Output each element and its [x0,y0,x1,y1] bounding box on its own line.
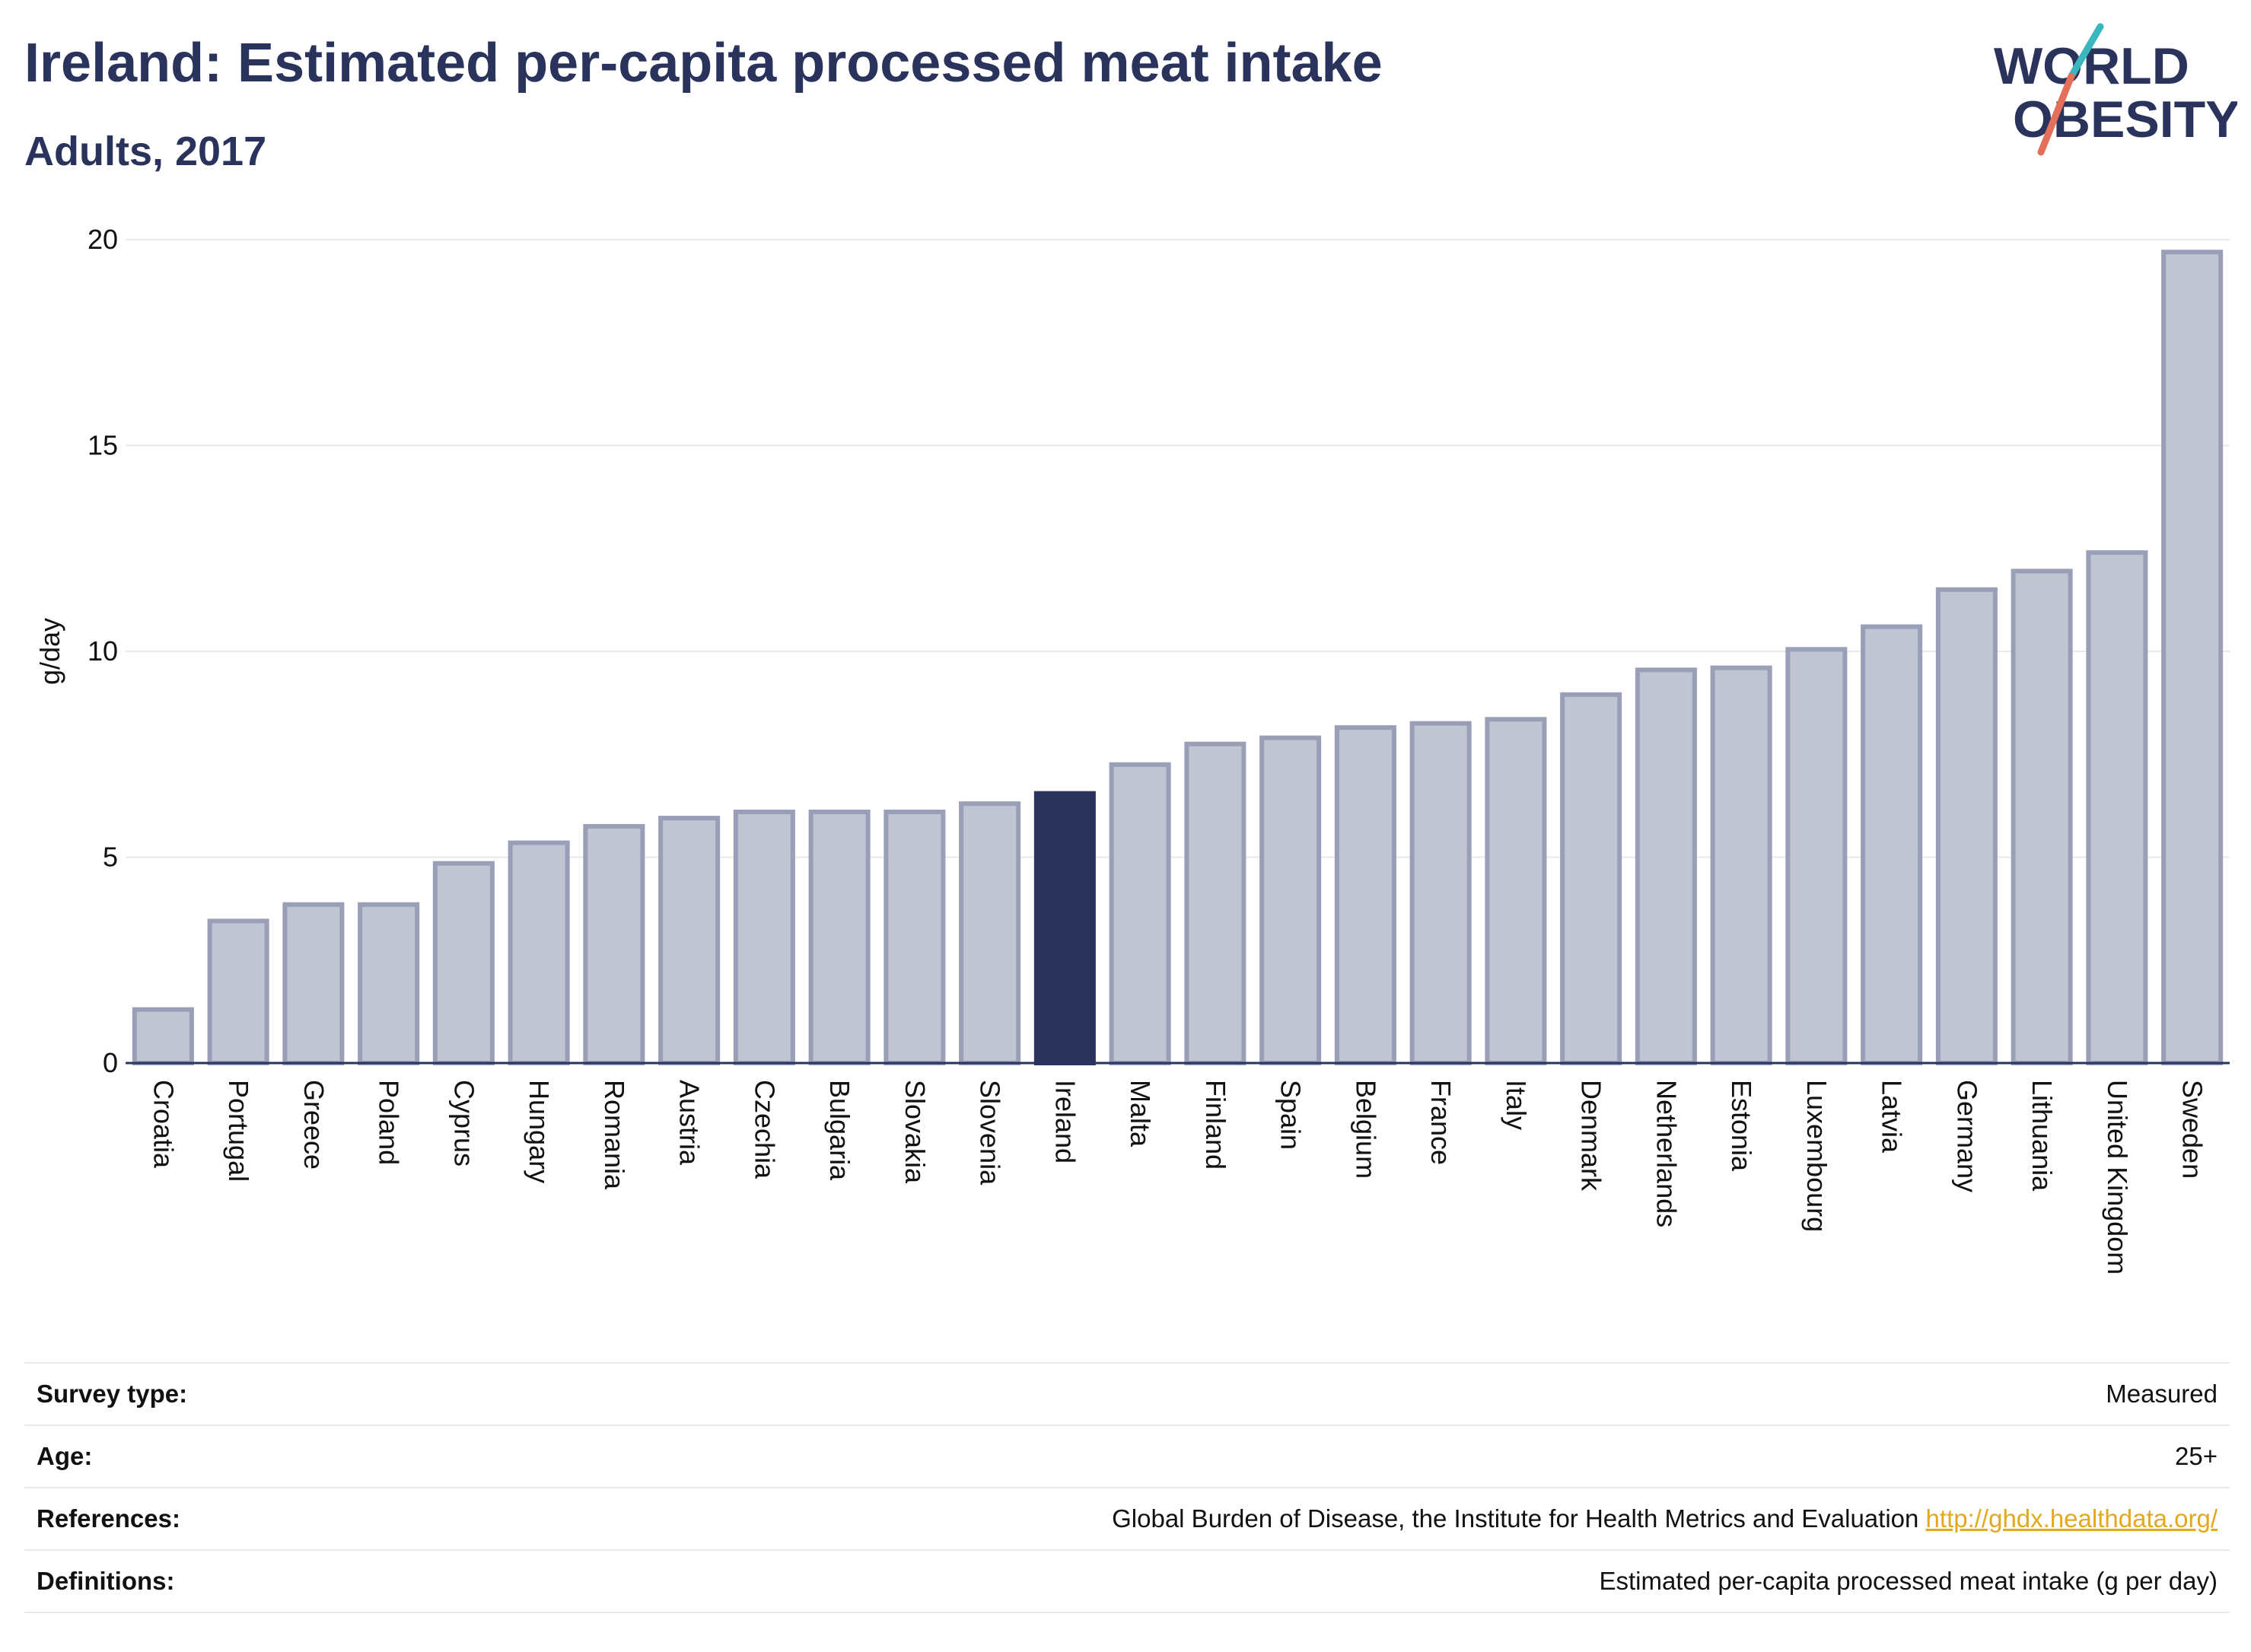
world-obesity-logo: WORLD OBESITY [1994,23,2237,156]
logo-slash-teal [2068,23,2104,80]
x-tick-label: Slovenia [975,1080,1006,1186]
x-tick-label: Bulgaria [824,1080,855,1181]
bar-chart: 0 5 10 15 20 g/day Croatia Portugal Greece Poland… [34,224,2230,1275]
info-value: Measured [320,1362,2230,1426]
bar-united-kingdom [2086,550,2148,1065]
x-tick-label: Hungary [524,1080,555,1183]
bar-latvia [1861,624,1923,1065]
bar-spain [1259,735,1322,1065]
bar-belgium [1334,725,1396,1066]
info-value: 25+ [320,1424,2230,1488]
info-row-survey-type: Survey type: Measured [24,1362,2230,1426]
y-tick-label: 0 [103,1047,118,1078]
bar-sweden [2161,250,2224,1066]
bar-denmark [1560,692,1622,1065]
bar-romania [583,823,645,1066]
bar-czechia [733,809,795,1065]
x-tick-label: Belgium [1350,1080,1381,1179]
bar-luxembourg [1785,647,1848,1065]
x-tick-label: Finland [1200,1080,1231,1170]
bar-malta [1109,762,1171,1066]
info-label: References: [24,1487,320,1551]
info-label: Definitions: [24,1549,320,1613]
y-tick-label: 20 [88,224,118,255]
x-tick-label: Denmark [1576,1080,1607,1192]
x-tick-label: Latvia [1877,1080,1908,1154]
bar-bulgaria [808,809,871,1065]
bar-slovenia [959,801,1021,1066]
info-table: Survey type: Measured Age: 25+ Reference… [24,1362,2230,1613]
x-tick-label: France [1425,1080,1457,1165]
y-tick-label: 5 [103,842,118,873]
bar-france [1409,721,1472,1065]
x-tick-label: Spain [1275,1080,1307,1150]
bar-ireland [1033,791,1096,1066]
bar-estonia [1710,665,1772,1065]
x-tick-label: Portugal [223,1080,254,1182]
info-row-age: Age: 25+ [24,1424,2230,1488]
bar-austria [658,816,721,1065]
x-tick-label: Ireland [1049,1080,1081,1163]
x-tick-label: Italy [1501,1080,1532,1130]
page-subtitle: Adults, 2017 [24,129,267,174]
x-tick-label: Estonia [1726,1080,1757,1172]
bar-greece [282,902,345,1065]
bar-italy [1485,717,1547,1065]
bar-poland [358,902,420,1065]
y-tick-label: 10 [88,635,118,667]
x-tick-label: Slovakia [899,1080,931,1184]
page-title: Ireland: Estimated per-capita processed … [24,33,1383,94]
y-tick-label: 15 [88,430,118,461]
x-tick-label: Poland [374,1080,405,1165]
x-tick-label: Czechia [749,1080,780,1179]
logo-text-obesity: OBESITY [2013,91,2237,148]
x-tick-label: United Kingdom [2102,1080,2133,1275]
bar-cyprus [432,861,495,1065]
x-tick-label: Austria [674,1080,705,1166]
x-tick-label: Cyprus [448,1080,479,1167]
info-label: Survey type: [24,1362,320,1426]
x-tick-label: Germany [1951,1080,1982,1192]
x-tick-label: Sweden [2177,1080,2208,1179]
bar-portugal [207,918,269,1065]
logo-slash-coral [2037,72,2075,156]
x-tick-label: Croatia [148,1080,179,1169]
x-tick-label: Romania [599,1080,630,1190]
x-tick-label: Greece [298,1080,330,1170]
y-axis-label: g/day [34,618,65,685]
x-tick-label: Luxembourg [1801,1080,1832,1232]
x-tick-label: Netherlands [1651,1080,1682,1227]
bar-germany [1935,587,1998,1065]
bar-lithuania [2011,568,2073,1065]
info-value: Global Burden of Disease, the Institute … [1112,1504,1919,1533]
bar-croatia [132,1007,194,1066]
info-label: Age: [24,1424,320,1488]
info-row-references: References: Global Burden of Disease, th… [24,1487,2230,1551]
x-tick-label: Malta [1125,1080,1156,1147]
bar-finland [1184,741,1246,1065]
bar-netherlands [1635,667,1697,1065]
bar-hungary [508,840,570,1065]
reference-link[interactable]: http://ghdx.healthdata.org/ [1925,1504,2218,1533]
info-row-definitions: Definitions: Estimated per-capita proces… [24,1549,2230,1613]
info-value: Estimated per-capita processed meat inta… [320,1549,2230,1613]
bar-slovakia [884,809,946,1065]
x-tick-label: Lithuania [2027,1080,2058,1192]
